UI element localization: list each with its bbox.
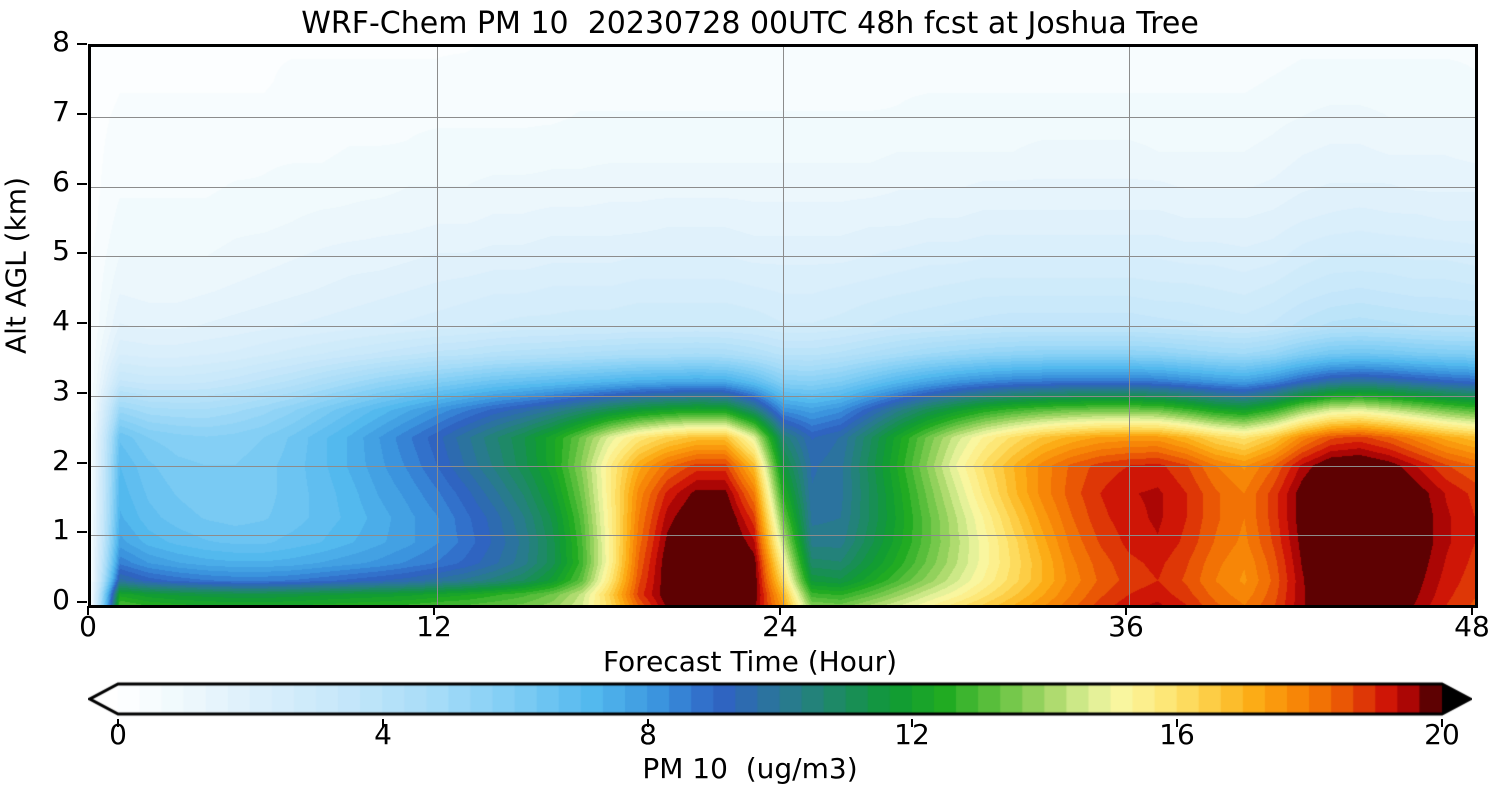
colorbar-tick-mark xyxy=(911,719,913,727)
y-tick-mark xyxy=(77,392,87,394)
y-tick-mark xyxy=(77,601,87,603)
x-tick-label: 12 xyxy=(416,610,452,643)
x-tick-label: 0 xyxy=(79,610,97,643)
colorbar-tick-label: 12 xyxy=(894,718,930,751)
y-tick-mark xyxy=(77,113,87,115)
y-tick-label: 5 xyxy=(52,234,70,267)
colorbar-tick-label: 8 xyxy=(639,718,657,751)
colorbar-tick-label: 4 xyxy=(374,718,392,751)
colorbar-gradient xyxy=(88,678,1472,720)
x-tick-label: 36 xyxy=(1108,610,1144,643)
y-tick-label: 7 xyxy=(52,95,70,128)
colorbar-tick-mark xyxy=(382,719,384,727)
colorbar-tick-label: 16 xyxy=(1159,718,1195,751)
colorbar-tick-label: 0 xyxy=(109,718,127,751)
y-tick-mark xyxy=(77,43,87,45)
y-tick-mark xyxy=(77,252,87,254)
y-tick-label: 6 xyxy=(52,165,70,198)
y-tick-label: 1 xyxy=(52,513,70,546)
colorbar-tick-mark xyxy=(117,719,119,727)
y-tick-mark xyxy=(77,322,87,324)
colorbar-tick-mark xyxy=(647,719,649,727)
y-tick-label: 8 xyxy=(52,25,70,58)
y-tick-label: 4 xyxy=(52,304,70,337)
x-tick-mark xyxy=(1125,606,1127,615)
y-tick-mark xyxy=(77,531,87,533)
x-tick-label: 48 xyxy=(1454,610,1490,643)
y-tick-mark xyxy=(77,462,87,464)
pm10-contour-field xyxy=(91,47,1475,605)
colorbar-label: PM 10 (ug/m3) xyxy=(642,752,858,785)
y-tick-label: 2 xyxy=(52,444,70,477)
x-tick-mark xyxy=(1471,606,1473,615)
colorbar xyxy=(88,678,1472,720)
y-axis-label: Alt AGL (km) xyxy=(0,177,33,355)
x-tick-label: 24 xyxy=(762,610,798,643)
colorbar-tick-mark xyxy=(1441,719,1443,727)
y-tick-label: 3 xyxy=(52,374,70,407)
x-tick-mark xyxy=(433,606,435,615)
x-tick-mark xyxy=(87,606,89,615)
plot-axes xyxy=(88,44,1478,608)
x-tick-mark xyxy=(779,606,781,615)
colorbar-tick-mark xyxy=(1176,719,1178,727)
x-axis-label: Forecast Time (Hour) xyxy=(602,645,898,678)
y-tick-mark xyxy=(77,183,87,185)
y-tick-label: 0 xyxy=(52,583,70,616)
page-title: WRF-Chem PM 10 20230728 00UTC 48h fcst a… xyxy=(301,6,1199,41)
colorbar-tick-label: 20 xyxy=(1424,718,1460,751)
